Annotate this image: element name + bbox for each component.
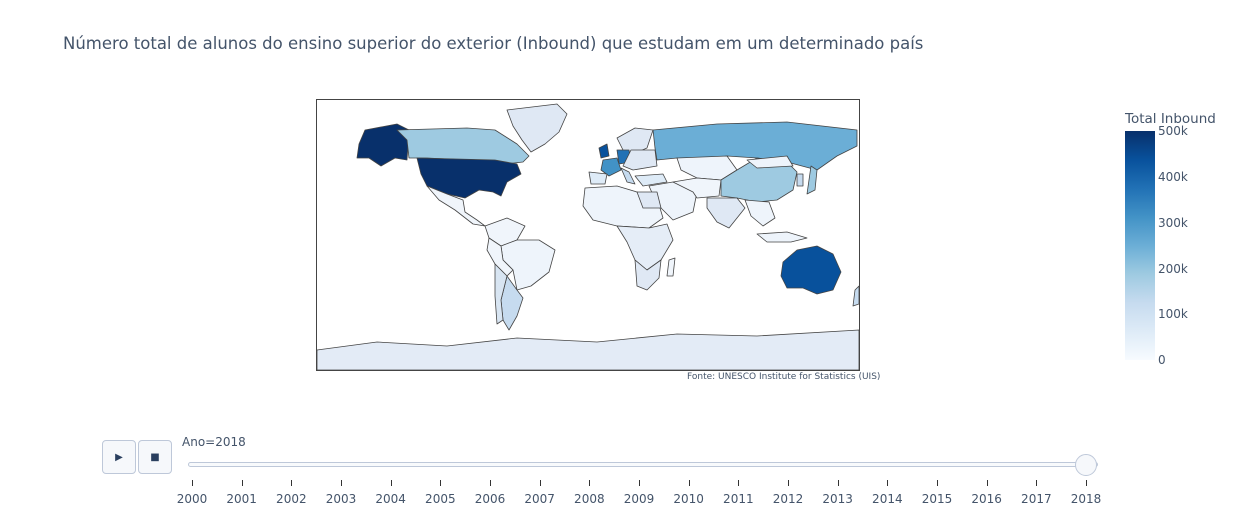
country-indonesia	[756, 231, 808, 243]
country-korea	[796, 173, 804, 187]
colorbar-tick: 200k	[1158, 262, 1188, 276]
choropleth-map[interactable]	[316, 99, 860, 371]
slider-handle[interactable]	[1075, 454, 1097, 476]
country-italy	[620, 167, 636, 185]
country-australia	[780, 245, 842, 295]
slider-tick-label[interactable]: 2007	[524, 492, 555, 506]
country-peru-bolivia	[486, 237, 514, 277]
slider-current-value: Ano=2018	[182, 435, 246, 449]
country-mongolia	[746, 155, 794, 169]
country-japan	[806, 165, 818, 195]
stop-button[interactable]: ■	[138, 440, 172, 474]
slider-tick-mark	[440, 480, 442, 486]
slider-tick-label[interactable]: 2018	[1070, 492, 1102, 506]
stop-icon: ■	[150, 451, 160, 463]
chart-title: Número total de alunos do ensino superio…	[63, 34, 924, 53]
country-greenland	[506, 103, 568, 153]
colorbar-title: Total Inbound	[1125, 111, 1216, 127]
slider-tick-label[interactable]: 2005	[425, 492, 456, 506]
slider-tick-mark	[639, 480, 640, 486]
colorbar-tick: 0	[1158, 353, 1166, 367]
country-southern-africa	[634, 259, 662, 291]
play-icon: ▶	[115, 451, 123, 463]
slider-tick-mark	[986, 480, 988, 486]
slider-tick-mark	[1036, 480, 1038, 486]
slider-tick-mark	[192, 480, 193, 486]
slider-tick-mark	[887, 480, 889, 486]
slider-tick-mark	[390, 480, 392, 486]
slider-tick-label[interactable]: 2013	[822, 492, 853, 506]
country-turkey	[634, 173, 668, 187]
country-india	[706, 197, 746, 229]
slider-tick-mark	[688, 480, 690, 486]
country-antarctica	[317, 329, 859, 370]
country-iran-afg	[672, 177, 722, 199]
colorbar-tick: 300k	[1158, 216, 1188, 230]
slider-tick-label[interactable]: 2012	[772, 492, 804, 506]
source-note: Fonte: UNESCO Institute for Statistics (…	[687, 372, 881, 382]
slider-tick-label[interactable]: 2003	[325, 492, 357, 506]
country-mexico	[426, 185, 486, 227]
colorbar-tick: 100k	[1158, 307, 1188, 321]
colorbar-tick: 500k	[1158, 124, 1188, 138]
slider-tick-mark	[490, 480, 491, 486]
slider-tick-label[interactable]: 2009	[623, 492, 655, 506]
country-eastern-europe	[622, 149, 658, 171]
world-map-svg[interactable]	[317, 100, 859, 370]
colorbar-gradient	[1125, 131, 1155, 360]
slider-rail[interactable]	[188, 462, 1098, 467]
slider-tick-mark	[738, 480, 740, 486]
slider-tick-label[interactable]: 2002	[276, 492, 307, 506]
slider-tick-mark	[341, 480, 342, 486]
slider-tick-mark	[1086, 480, 1087, 486]
slider-tick-label[interactable]: 2017	[1021, 492, 1052, 506]
country-central-africa	[616, 223, 674, 271]
slider-tick-label[interactable]: 2008	[574, 492, 605, 506]
country-uk	[598, 143, 610, 159]
country-new-zealand	[852, 285, 859, 307]
slider-tick-label[interactable]: 2016	[971, 492, 1002, 506]
slider-tick-mark	[937, 480, 938, 486]
slider-tick-label[interactable]: 2000	[176, 492, 208, 506]
slider-tick-label[interactable]: 2015	[921, 492, 953, 506]
slider-tick-label[interactable]: 2006	[474, 492, 506, 506]
country-madagascar	[666, 257, 676, 277]
slider-tick-mark	[788, 480, 789, 486]
country-egypt	[636, 191, 662, 209]
country-france	[600, 157, 622, 177]
slider-tick-label[interactable]: 2011	[723, 492, 754, 506]
country-spain	[588, 171, 608, 185]
slider-tick-mark	[837, 480, 839, 486]
slider-tick-label[interactable]: 2004	[375, 492, 406, 506]
slider-tick-mark	[241, 480, 243, 486]
slider-tick-mark	[589, 480, 591, 486]
country-alaska	[356, 123, 410, 167]
colorbar-tick: 400k	[1158, 170, 1188, 184]
slider-tick-label[interactable]: 2014	[872, 492, 903, 506]
slider-tick-label[interactable]: 2001	[226, 492, 257, 506]
play-button[interactable]: ▶	[102, 440, 136, 474]
slider-tick-mark	[539, 480, 541, 486]
country-chile	[494, 263, 508, 325]
slider-tick-mark	[291, 480, 293, 486]
slider-tick-label[interactable]: 2010	[673, 492, 704, 506]
country-se-asia	[744, 199, 776, 227]
